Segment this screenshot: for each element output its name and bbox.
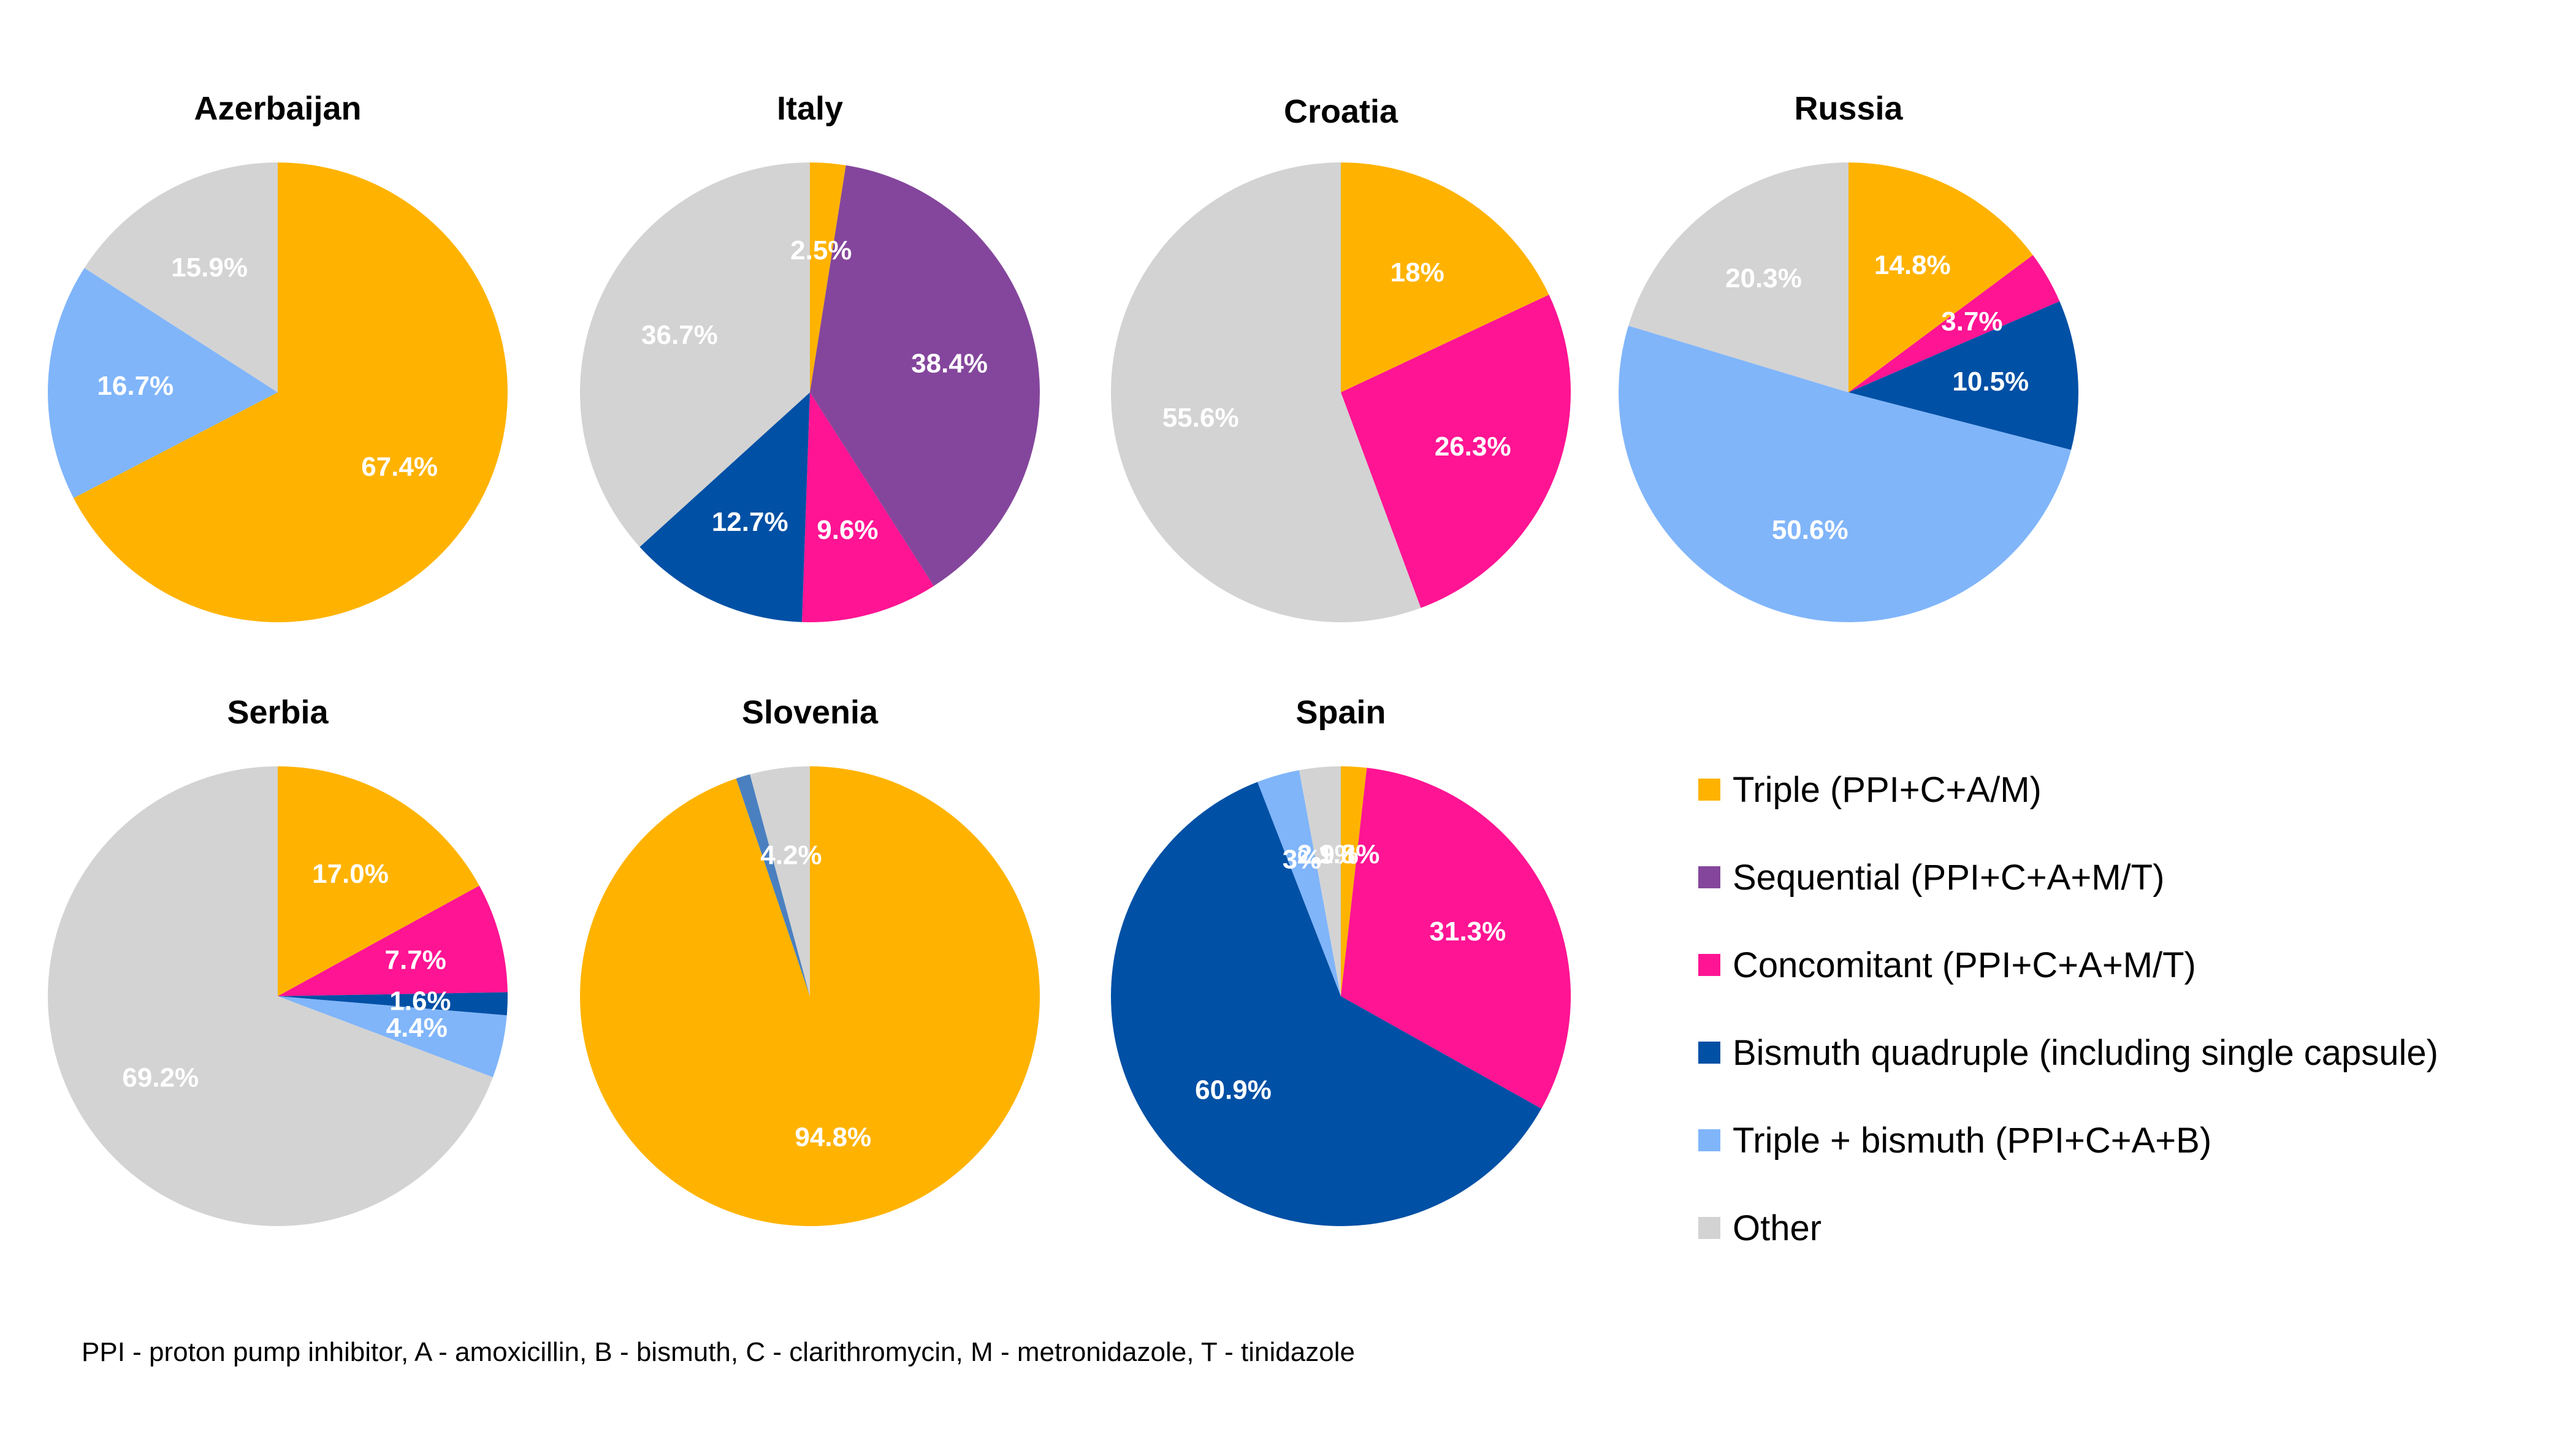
- data-label-spain-triple-bismuth: 3%: [1283, 844, 1322, 874]
- pie-title-slovenia: Slovenia: [742, 694, 879, 731]
- data-label-russia-triple: 14.8%: [1874, 250, 1951, 280]
- data-label-spain-other: 2.9%: [1297, 840, 1359, 870]
- data-label-azerbaijan-triple-bismuth: 16.7%: [97, 371, 174, 401]
- data-label-serbia-concomitant: 7.7%: [385, 945, 446, 975]
- data-label-azerbaijan-triple: 67.4%: [361, 452, 438, 482]
- legend-swatch-concomitant: [1698, 954, 1720, 976]
- data-label-slovenia-other: 4.2%: [760, 840, 822, 871]
- legend-swatch-bismuth-quadruple: [1698, 1042, 1720, 1064]
- slice-slovenia-triple: [580, 766, 1040, 1226]
- pie-spain: Spain 1.8% 31.3% 60.9% 3%2.9%: [1110, 694, 1571, 1226]
- data-label-italy-sequential: 38.4%: [911, 348, 988, 378]
- slice-serbia-concomitant: [278, 885, 508, 996]
- pie-title-spain: Spain: [1295, 694, 1386, 731]
- slice-croatia-triple: [1341, 162, 1549, 392]
- slice-slovenia-slovenia-sliver: [736, 774, 810, 996]
- slice-russia-concomitant: [1848, 255, 2060, 392]
- slice-slovenia-other: [750, 766, 810, 996]
- slice-russia-triple: [1848, 162, 2033, 392]
- data-label-russia-concomitant: 3.7%: [1941, 307, 2002, 337]
- slice-italy-concomitant: [802, 392, 934, 623]
- data-label-azerbaijan-other: 15.9%: [171, 253, 248, 283]
- data-label-croatia-triple: 18%: [1390, 257, 1444, 288]
- slice-croatia-concomitant: [1341, 294, 1571, 608]
- pie-title-italy: Italy: [777, 90, 843, 127]
- slice-serbia-bismuth-quadruple: [278, 992, 508, 1016]
- data-label-italy-bismuth-quadruple: 12.7%: [712, 507, 788, 537]
- slice-azerbaijan-triple: [73, 162, 508, 622]
- legend-swatch-sequential: [1698, 866, 1720, 888]
- legend-swatch-triple-bismuth: [1698, 1129, 1720, 1151]
- slice-serbia-triple: [278, 766, 479, 996]
- data-label-slovenia-triple: 94.8%: [795, 1122, 871, 1152]
- legend-label-sequential: Sequential (PPI+C+A+M/T): [1733, 858, 2164, 898]
- data-label-russia-bismuth-quadruple: 10.5%: [1952, 367, 2029, 397]
- pie-title-croatia: Croatia: [1284, 93, 1398, 130]
- legend-label-other: Other: [1733, 1208, 1822, 1248]
- slice-azerbaijan-other: [84, 162, 278, 392]
- pie-serbia: Serbia 17.0% 7.7% 1.6%4.4% 69.2%: [47, 694, 508, 1226]
- legend-swatch-triple: [1698, 779, 1720, 801]
- slice-spain-bismuth-quadruple: [1110, 782, 1542, 1226]
- slice-serbia-triple-bismuth: [278, 996, 507, 1078]
- slice-spain-other: [1299, 766, 1341, 996]
- data-label-croatia-concomitant: 26.3%: [1435, 432, 1511, 462]
- slice-russia-triple-bismuth: [1619, 326, 2072, 622]
- slice-italy-sequential: [810, 165, 1040, 586]
- legend-swatch-other: [1698, 1217, 1720, 1239]
- pie-italy: Italy 2.5% 38.4% 9.6% 12.7% 36.7%: [580, 90, 1040, 623]
- data-label-spain-bismuth-quadruple: 60.9%: [1195, 1075, 1272, 1105]
- pie-croatia: Croatia 18% 26.3% 55.6%: [1110, 93, 1571, 623]
- data-label-spain-triple: 1.8%: [1318, 839, 1379, 869]
- slice-croatia-other: [1110, 162, 1421, 623]
- pie-slovenia: Slovenia 94.8% 4.2%: [580, 694, 1040, 1226]
- slice-italy-bismuth-quadruple: [639, 392, 810, 622]
- slice-serbia-other: [47, 766, 493, 1226]
- data-label-serbia-other: 69.2%: [122, 1062, 199, 1092]
- slice-italy-triple: [810, 162, 846, 392]
- footnote: PPI - proton pump inhibitor, A - amoxici…: [82, 1337, 1355, 1367]
- pie-title-russia: Russia: [1794, 90, 1903, 127]
- legend-label-bismuth-quadruple: Bismuth quadruple (including single caps…: [1733, 1033, 2438, 1073]
- pie-title-azerbaijan: Azerbaijan: [194, 90, 361, 127]
- legend-label-concomitant: Concomitant (PPI+C+A+M/T): [1733, 945, 2196, 985]
- slice-russia-bismuth-quadruple: [1848, 301, 2079, 450]
- data-label-italy-concomitant: 9.6%: [817, 515, 878, 545]
- slice-azerbaijan-triple-bismuth: [48, 268, 278, 498]
- slice-italy-other: [580, 162, 810, 547]
- legend-label-triple: Triple (PPI+C+A/M): [1733, 770, 2042, 810]
- data-label-croatia-other: 55.6%: [1162, 403, 1239, 433]
- data-label-russia-triple-bismuth: 50.6%: [1772, 515, 1848, 545]
- slice-spain-triple: [1341, 766, 1367, 996]
- pie-title-serbia: Serbia: [227, 694, 329, 731]
- data-label-serbia-triple-bismuth: 4.4%: [386, 1013, 448, 1043]
- legend-label-triple-bismuth: Triple + bismuth (PPI+C+A+B): [1733, 1121, 2211, 1161]
- pie-azerbaijan: Azerbaijan 67.4% 16.7% 15.9%: [48, 90, 508, 622]
- data-label-italy-triple: 2.5%: [790, 235, 852, 265]
- data-label-russia-other: 20.3%: [1725, 263, 1802, 293]
- data-label-spain-concomitant: 31.3%: [1430, 917, 1506, 947]
- slice-russia-other: [1628, 162, 1848, 392]
- pie-russia: Russia 14.8% 3.7% 10.5% 50.6% 20.3%: [1619, 90, 2079, 622]
- data-label-serbia-triple: 17.0%: [312, 859, 389, 889]
- legend: Triple (PPI+C+A/M) Sequential (PPI+C+A+M/…: [1698, 770, 2438, 1248]
- data-label-serbia-bismuth-quadruple: 1.6%: [389, 986, 451, 1016]
- slice-spain-triple-bismuth: [1257, 770, 1341, 996]
- slice-spain-concomitant: [1341, 768, 1571, 1109]
- data-label-italy-other: 36.7%: [641, 320, 718, 350]
